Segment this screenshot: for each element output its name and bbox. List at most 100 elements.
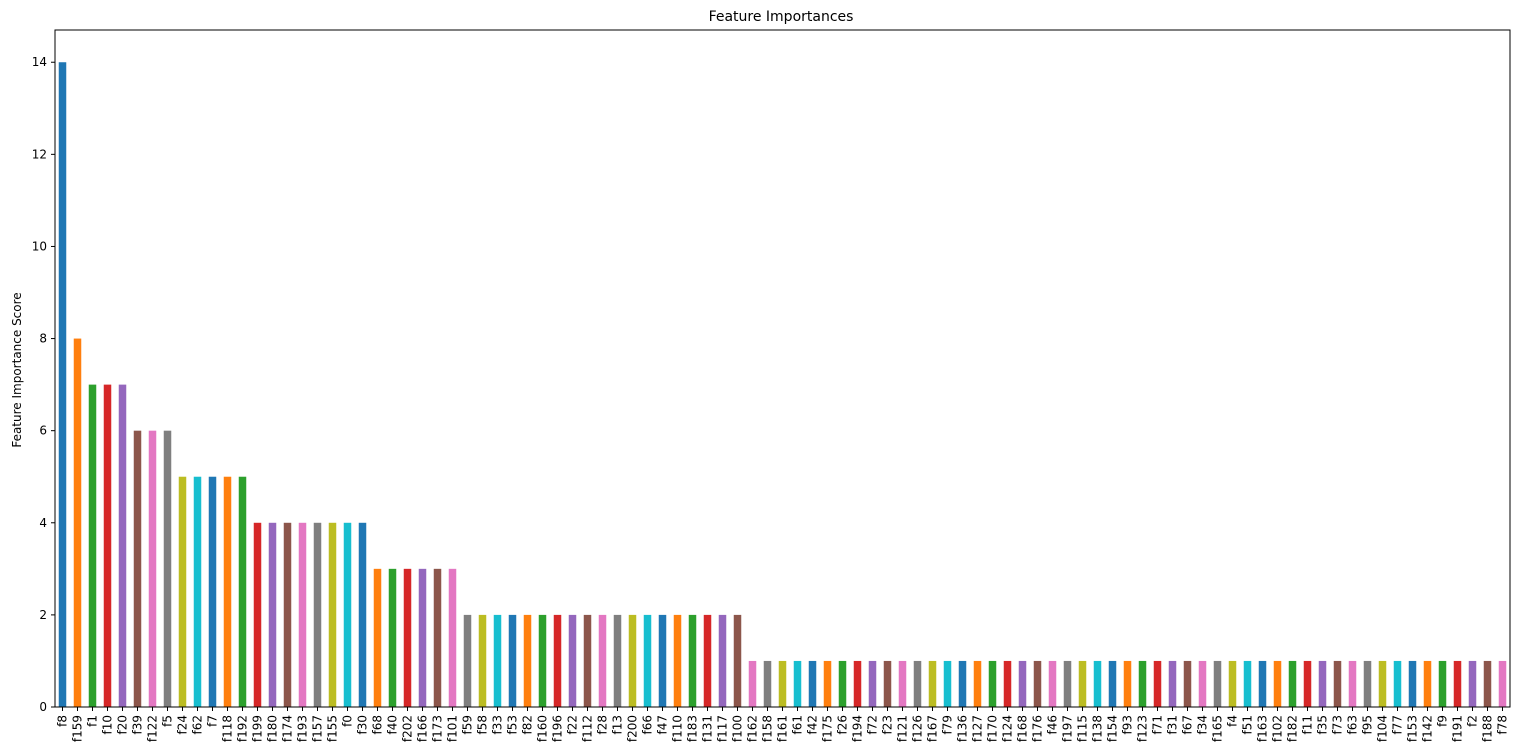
x-tick-label: f40: [386, 715, 400, 735]
x-tick-label: f155: [326, 715, 340, 742]
y-tick-label: 6: [39, 424, 47, 438]
x-tick-label: f102: [1271, 715, 1285, 742]
x-tick-label: f161: [776, 715, 790, 742]
x-tick-label: f170: [986, 715, 1000, 742]
bar-f62: [193, 476, 202, 707]
bar-f194: [853, 660, 862, 707]
bar-f10: [103, 384, 112, 707]
x-tick-label: f53: [506, 715, 520, 735]
bar-f39: [133, 430, 142, 707]
bar-f196: [553, 614, 562, 707]
x-tick-label: f51: [1241, 715, 1255, 735]
y-tick-label: 12: [32, 147, 47, 161]
x-tick-label: f68: [371, 715, 385, 735]
bar-f35: [1318, 660, 1327, 707]
bar-f82: [523, 614, 532, 707]
x-tick-label: f77: [1391, 715, 1405, 735]
x-tick-label: f0: [341, 715, 355, 727]
x-tick-label: f112: [581, 715, 595, 742]
bars-layer: [58, 62, 1507, 707]
x-tick-label: f180: [266, 715, 280, 742]
bar-f51: [1243, 660, 1252, 707]
x-tick-label: f159: [71, 715, 85, 742]
bar-f121: [898, 660, 907, 707]
bar-f155: [328, 522, 337, 707]
x-tick-label: f131: [701, 715, 715, 742]
bar-f159: [73, 338, 82, 707]
x-tick-label: f126: [911, 715, 925, 742]
x-tick-label: f110: [671, 715, 685, 742]
bar-f53: [508, 614, 517, 707]
bar-f202: [403, 568, 412, 707]
y-tick-label: 14: [32, 55, 47, 69]
bar-f93: [1123, 660, 1132, 707]
x-tick-label: f34: [1196, 715, 1210, 735]
bar-f167: [928, 660, 937, 707]
x-tick-label: f23: [881, 715, 895, 735]
bar-f131: [703, 614, 712, 707]
y-tick-label: 0: [39, 700, 47, 714]
x-tick-label: f182: [1286, 715, 1300, 742]
bar-f68: [373, 568, 382, 707]
bar-f58: [478, 614, 487, 707]
bar-f61: [793, 660, 802, 707]
bar-f136: [958, 660, 967, 707]
bar-f72: [868, 660, 877, 707]
x-tick-label: f7: [206, 715, 220, 727]
x-tick-label: f160: [536, 715, 550, 742]
x-tick-label: f78: [1496, 715, 1510, 735]
bar-f2: [1468, 660, 1477, 707]
bar-f170: [988, 660, 997, 707]
x-tick-label: f95: [1361, 715, 1375, 735]
x-tick-label: f71: [1151, 715, 1165, 735]
bar-f26: [838, 660, 847, 707]
bar-f23: [883, 660, 892, 707]
x-tick-label: f20: [116, 715, 130, 735]
bar-f40: [388, 568, 397, 707]
bar-f46: [1048, 660, 1057, 707]
x-tick-label: f67: [1181, 715, 1195, 735]
bar-f188: [1483, 660, 1492, 707]
x-tick-label: f191: [1451, 715, 1465, 742]
x-tick-label: f35: [1316, 715, 1330, 735]
bar-f13: [613, 614, 622, 707]
x-tick-label: f192: [236, 715, 250, 742]
x-tick-label: f33: [491, 715, 505, 735]
y-axis-title: Feature Importance Score: [10, 292, 24, 447]
bar-f71: [1153, 660, 1162, 707]
x-tick-label: f8: [56, 715, 70, 727]
bar-f174: [283, 522, 292, 707]
bar-f173: [433, 568, 442, 707]
x-tick-label: f82: [521, 715, 535, 735]
x-tick-label: f196: [551, 715, 565, 742]
bar-f77: [1393, 660, 1402, 707]
bar-f191: [1453, 660, 1462, 707]
bar-f126: [913, 660, 922, 707]
bar-f165: [1213, 660, 1222, 707]
x-tick-label: f138: [1091, 715, 1105, 742]
x-tick-label: f175: [821, 715, 835, 742]
x-tick-label: f26: [836, 715, 850, 735]
bar-f11: [1303, 660, 1312, 707]
bar-f59: [463, 614, 472, 707]
x-tick-label: f58: [476, 715, 490, 735]
x-tick-label: f104: [1376, 715, 1390, 742]
bar-f79: [943, 660, 952, 707]
x-tick-label: f39: [131, 715, 145, 735]
bar-f153: [1408, 660, 1417, 707]
x-tick-label: f93: [1121, 715, 1135, 735]
bar-f78: [1498, 660, 1507, 707]
y-tick-label: 4: [39, 516, 47, 530]
x-tick-label: f123: [1136, 715, 1150, 742]
x-tick-label: f167: [926, 715, 940, 742]
plot-frame: [54, 29, 1511, 708]
y-tick-label: 8: [39, 332, 47, 346]
x-tick-label: f47: [656, 715, 670, 735]
bar-f66: [643, 614, 652, 707]
x-tick-label: f115: [1076, 715, 1090, 742]
x-tick-label: f122: [146, 715, 160, 742]
x-tick-label: f62: [191, 715, 205, 735]
x-tick-label: f193: [296, 715, 310, 742]
